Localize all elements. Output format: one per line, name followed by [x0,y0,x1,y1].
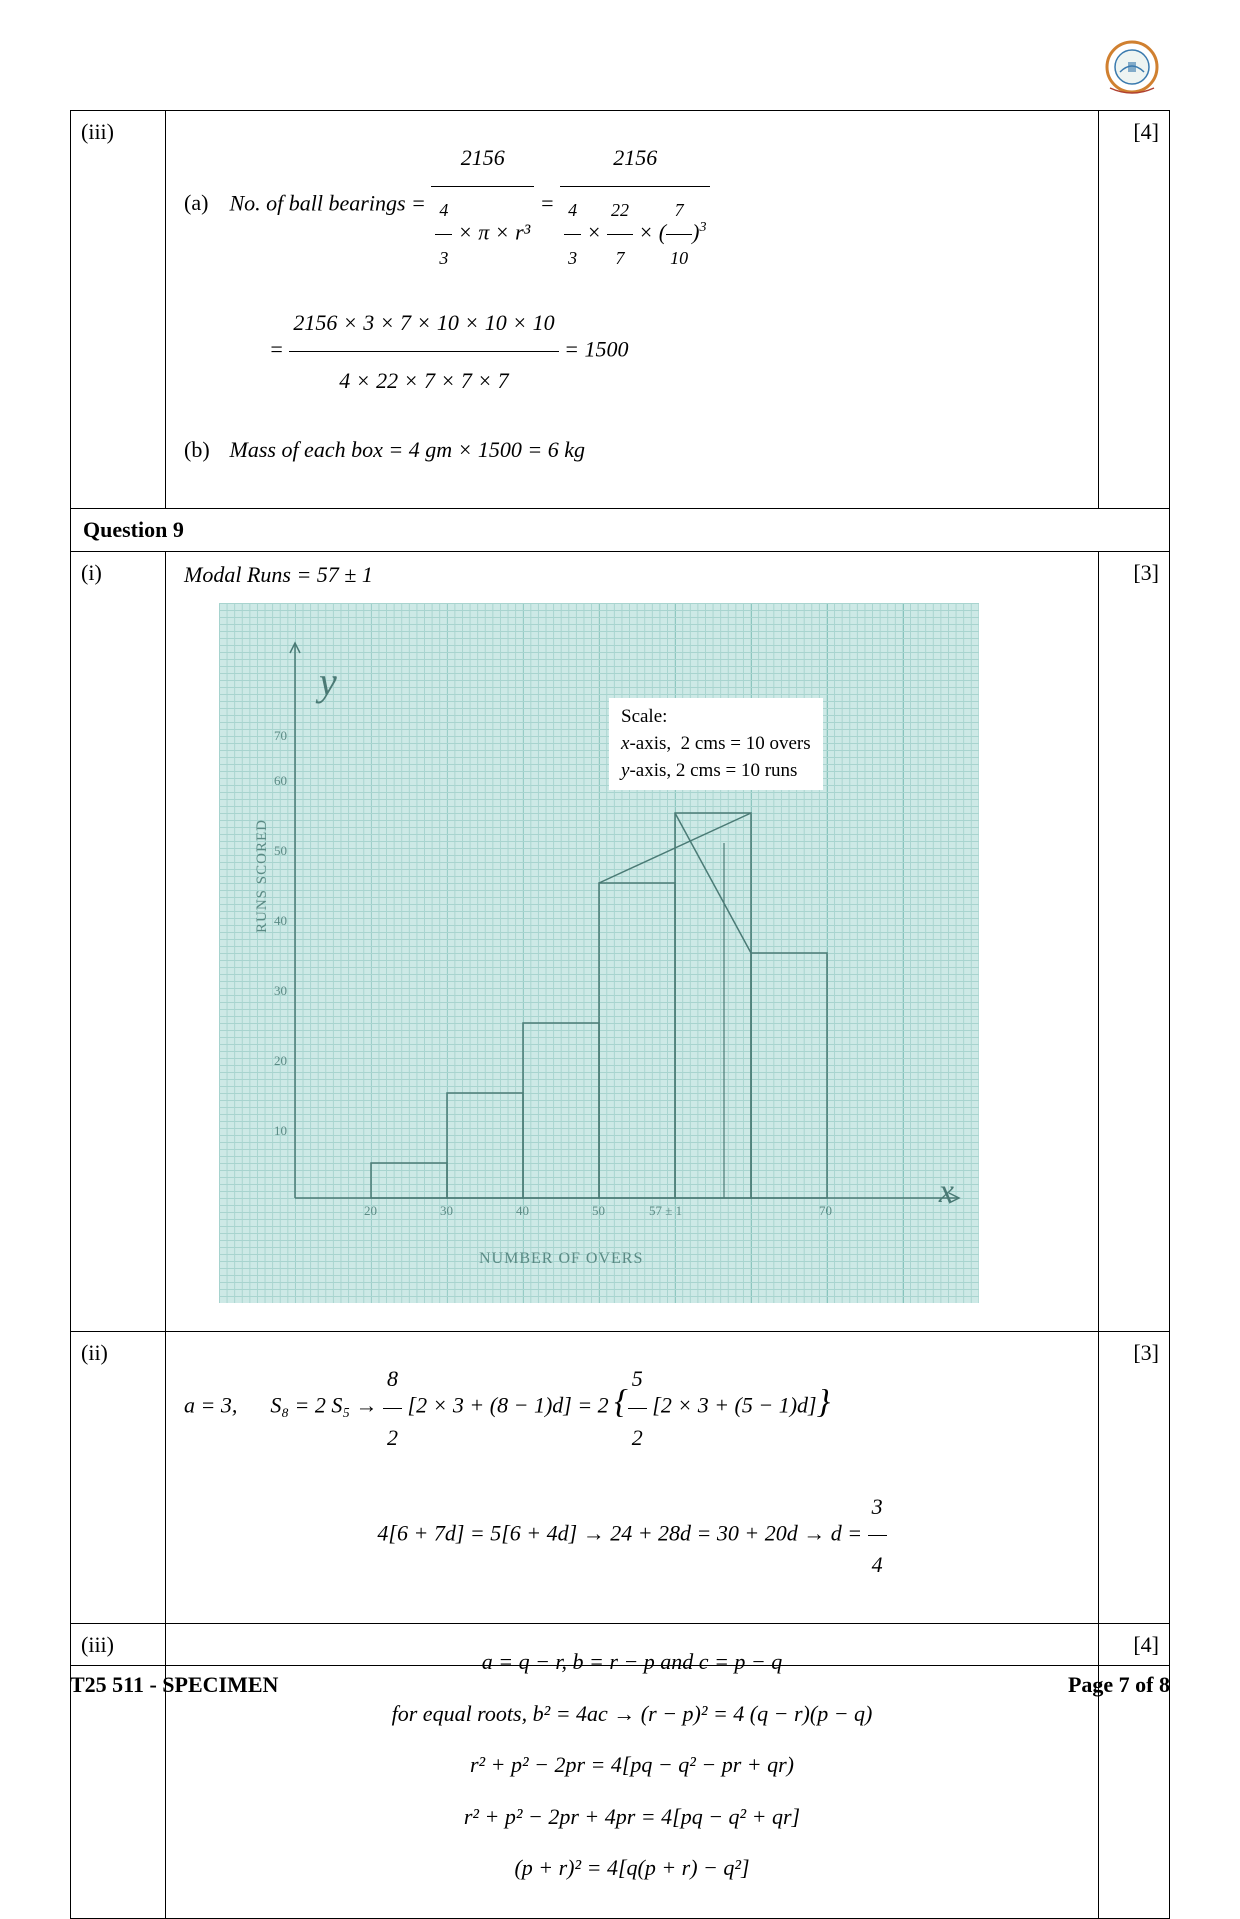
footer-right: Page 7 of 8 [1068,1672,1170,1698]
marks: [4] [1099,111,1169,508]
row-label: (i) [71,552,166,1331]
cisce-logo [1105,40,1160,95]
footer-left: T25 511 - SPECIMEN [70,1672,278,1698]
row-i: (i) Modal Runs = 57 ± 1 [71,552,1169,1332]
question-header: Question 9 [71,509,1169,551]
page-footer: T25 511 - SPECIMEN Page 7 of 8 [70,1665,1170,1698]
math-line-2: = 2156 × 3 × 7 × 10 × 10 × 104 × 22 × 7 … [184,294,1080,409]
marks: [3] [1099,1332,1169,1623]
x-axis-caption: NUMBER OF OVERS [479,1250,643,1268]
scale-box: Scale: x-axis, 2 cms = 10 overs y-axis, … [609,698,823,790]
row-ii: (ii) a = 3, S₈ = 2 S₅ → 82 [2 × 3 + (8 −… [71,1332,1169,1624]
math-line: r² + p² − 2pr + 4pr = 4[pq − q² + qr] [184,1797,1080,1837]
row-body: (a) No. of ball bearings = 2156 43 × π ×… [166,111,1099,508]
graph-paper: Scale: x-axis, 2 cms = 10 overs y-axis, … [219,603,979,1303]
part-a-label: (a) [184,174,224,231]
math-line: 4[6 + 7d] = 5[6 + 4d] → 24 + 28d = 30 + … [184,1478,1080,1593]
fraction-2: 2156 43 × 227 × (710)3 [560,129,710,282]
modal-runs-text: Modal Runs = 57 ± 1 [184,562,1080,588]
row-body: Modal Runs = 57 ± 1 [166,552,1099,1331]
lead-text: No. of ball bearings = [230,190,426,215]
math-line-3: (b) Mass of each box = 4 gm × 1500 = 6 k… [184,421,1080,478]
marks: [3] [1099,552,1169,1331]
row-label: (ii) [71,1332,166,1623]
math-line: a = 3, S₈ = 2 S₅ → 82 [2 × 3 + (8 − 1)d]… [184,1350,1080,1465]
scale-y: y-axis, 2 cms = 10 runs [621,758,811,785]
math-line: r² + p² − 2pr = 4[pq − q² − pr + qr) [184,1745,1080,1785]
graph-svg [219,603,979,1303]
math-line: for equal roots, b² = 4ac → (r − p)² = 4… [184,1694,1080,1734]
math-line-1: (a) No. of ball bearings = 2156 43 × π ×… [184,129,1080,282]
x-axis-hand-label: x [939,1173,954,1211]
question-header-row: Question 9 [71,509,1169,552]
row-label: (iii) [71,111,166,508]
math-line: (p + r)² = 4[q(p + r) − q²] [184,1848,1080,1888]
scale-x: x-axis, 2 cms = 10 overs [621,731,811,758]
y-axis-hand-label: y [319,658,337,705]
row-iii-top: (iii) (a) No. of ball bearings = 2156 43… [71,111,1169,509]
y-axis-caption: RUNS SCORED [254,819,271,933]
fraction-1: 2156 43 × π × r³ [431,129,534,282]
row-body: a = 3, S₈ = 2 S₅ → 82 [2 × 3 + (8 − 1)d]… [166,1332,1099,1623]
scale-title: Scale: [621,704,811,731]
main-table: (iii) (a) No. of ball bearings = 2156 43… [70,110,1170,1919]
part-b-label: (b) [184,421,224,478]
